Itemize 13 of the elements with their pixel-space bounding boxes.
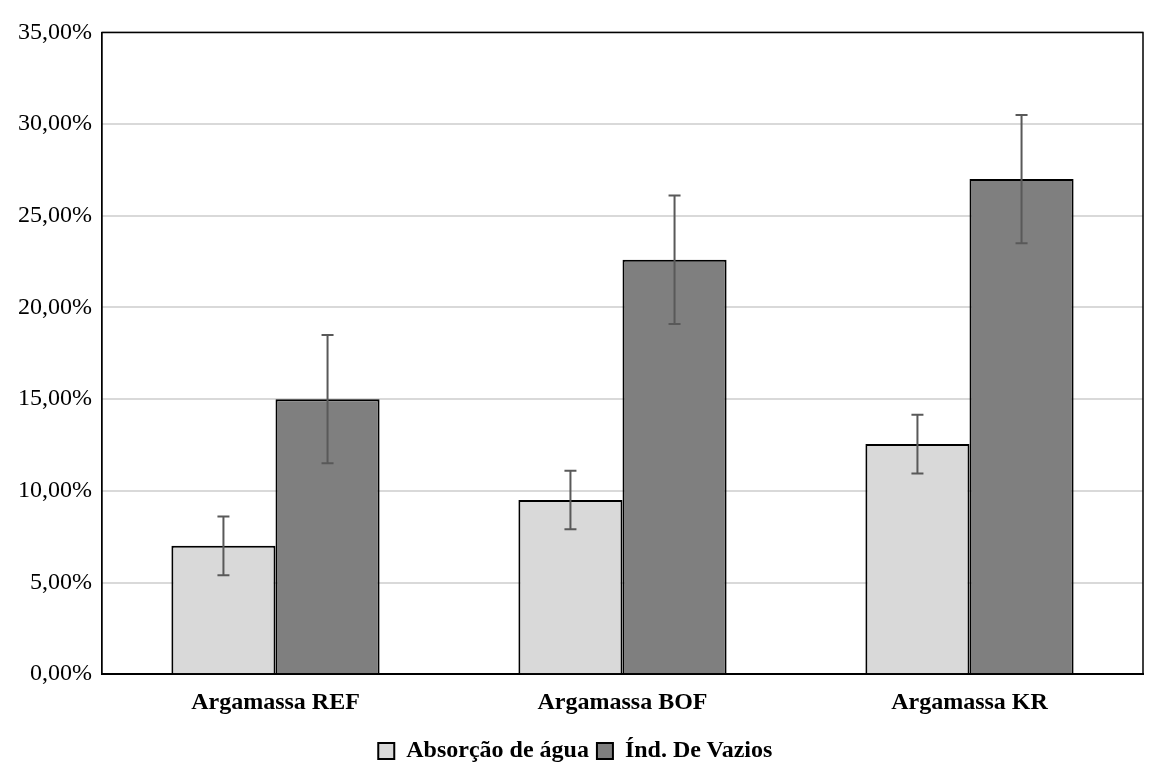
x-tick-label: Argamassa KR bbox=[891, 687, 1049, 714]
y-tick-label: 5,00% bbox=[29, 567, 92, 594]
x-tick-label: Argamassa BOF bbox=[537, 687, 708, 714]
y-tick-label: 20,00% bbox=[17, 292, 92, 319]
y-tick-label: 25,00% bbox=[17, 201, 92, 228]
y-tick-label: 30,00% bbox=[17, 109, 92, 136]
y-tick-label: 35,00% bbox=[17, 17, 92, 44]
y-tick-label: 10,00% bbox=[17, 476, 92, 503]
y-tick-label: 15,00% bbox=[17, 384, 92, 411]
x-tick-label: Argamassa REF bbox=[191, 687, 360, 714]
legend-label: Índ. De Vazios bbox=[624, 736, 773, 763]
y-tick-label: 0,00% bbox=[29, 659, 92, 686]
legend-label: Absorção de água bbox=[406, 736, 589, 763]
